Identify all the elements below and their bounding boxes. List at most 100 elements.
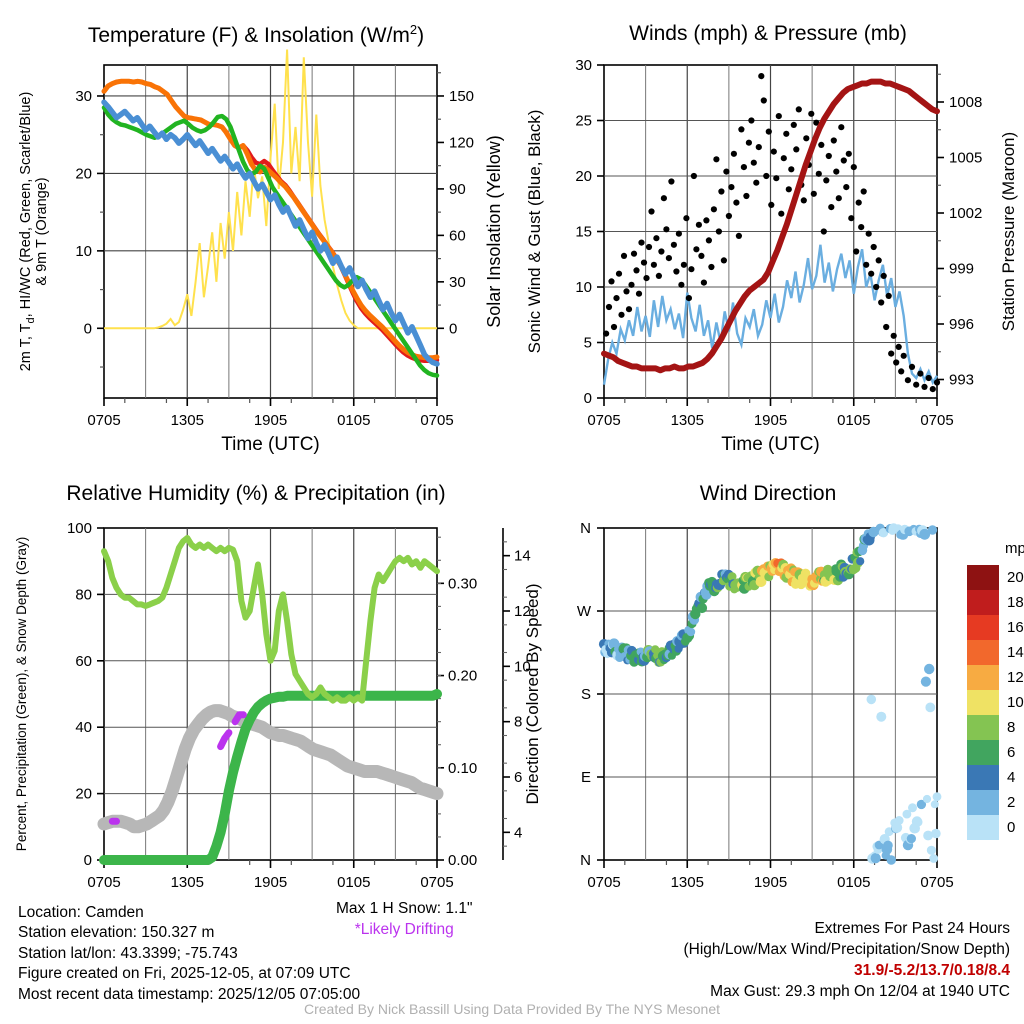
extremes-title: Extremes For Past 24 Hours xyxy=(814,920,1010,937)
y-tick-label-right: 60 xyxy=(449,227,466,244)
gust-point xyxy=(868,270,875,277)
winds-chart: 30 25 20 15 10 5 0 1008 1005 1002 999 996 993 0705 130… xyxy=(525,57,1018,455)
gust-point xyxy=(813,119,820,126)
gust-point xyxy=(823,177,830,184)
colorbar-label: 14 xyxy=(1007,644,1024,661)
credit-line: Created By Nick Bassill Using Data Provi… xyxy=(303,1001,721,1017)
y-tick-label-precip: 0.10 xyxy=(448,760,477,777)
gust-point xyxy=(825,152,832,160)
gust-point xyxy=(628,281,635,288)
x-tick-label: 0105 xyxy=(837,412,870,429)
direction-point xyxy=(919,528,931,540)
gust-point xyxy=(830,137,837,144)
winds-panel: Winds (mph) & Pressure (mb) 30 25 20 15 10 5 0… xyxy=(512,0,1024,470)
direction-point xyxy=(894,816,904,825)
x-tick-label: 1305 xyxy=(671,874,704,891)
station-elevation: Station elevation: 150.327 m xyxy=(18,924,215,942)
y-tick-label-left: E xyxy=(581,769,591,786)
humidity-chart: 100 80 60 40 20 0 0.30 0.20 0.10 0.00 14 12 10 8 6 4 070… xyxy=(14,520,531,891)
max-snow-text: Max 1 H Snow: 1.1" xyxy=(336,900,473,917)
y-tick-label-left: 25 xyxy=(575,113,592,130)
most-recent-timestamp: Most recent data timestamp: 2025/12/05 0… xyxy=(18,985,361,1003)
x-tick-label: 0105 xyxy=(337,874,370,891)
gust-point xyxy=(904,377,911,384)
likely-drifting-note: *Likely Drifting xyxy=(354,921,454,938)
gust-point xyxy=(618,311,625,318)
x-tick-label: 0705 xyxy=(920,874,953,891)
gust-point xyxy=(778,210,785,217)
y-axis-label-right: Solar Insolation (Yellow) xyxy=(484,135,504,327)
colorbar-label: 12 xyxy=(1007,669,1024,686)
y-tick-label-left: 20 xyxy=(75,786,92,803)
gust-point xyxy=(670,241,677,248)
direction-point xyxy=(856,557,865,566)
svg-text:Sonic Wind & Gust (Blue, Black: Sonic Wind & Gust (Blue, Black) xyxy=(525,110,544,354)
gust-point xyxy=(688,266,695,273)
gust-point xyxy=(710,206,717,213)
y-tick-label-right: 996 xyxy=(949,316,974,333)
colorbar-band xyxy=(967,815,999,840)
svg-text:Direction (Colored By Speed): Direction (Colored By Speed) xyxy=(523,583,542,804)
gust-point xyxy=(840,157,847,164)
gust-point xyxy=(921,383,928,390)
direction-point xyxy=(696,602,708,614)
x-axis-label: Time (UTC) xyxy=(721,434,820,455)
gust-point xyxy=(820,228,827,235)
gust-point xyxy=(650,261,657,268)
gust-point xyxy=(625,306,633,313)
direction-point xyxy=(923,830,933,841)
gust-point xyxy=(678,281,685,288)
direction-point xyxy=(931,828,941,839)
gust-point xyxy=(885,292,892,299)
y-tick-label-left: W xyxy=(577,603,592,620)
gust-point xyxy=(900,352,907,359)
gust-point xyxy=(848,215,855,222)
gust-point xyxy=(933,379,941,386)
humidity-panel-title: Relative Humidity (%) & Precipitation (i… xyxy=(66,482,446,505)
direction-point xyxy=(866,694,877,705)
station-info-block: Location: Camden Station elevation: 150.… xyxy=(18,903,360,1005)
gust-point xyxy=(873,283,880,291)
gust-point xyxy=(929,386,936,393)
x-tick-label: 0705 xyxy=(420,874,453,891)
gust-point xyxy=(895,343,902,350)
gust-point xyxy=(720,257,727,264)
series-snow-depth xyxy=(97,704,444,834)
gust-point xyxy=(758,73,765,80)
gust-point xyxy=(863,261,870,268)
colorbar-label: 4 xyxy=(1007,769,1015,786)
gust-point xyxy=(665,255,672,262)
gust-point xyxy=(860,188,867,195)
x-tick-label: 1305 xyxy=(671,412,704,429)
y-tick-label-left: 15 xyxy=(575,224,592,241)
title-superscript: 2 xyxy=(409,22,418,37)
direction-point xyxy=(920,676,931,687)
series-station-pressure xyxy=(601,78,940,374)
y-tick-label-snow: 8 xyxy=(514,714,522,731)
gust-point xyxy=(870,243,877,251)
direction-point xyxy=(727,572,737,581)
y-tick-label-snow: 6 xyxy=(514,769,522,786)
gust-point xyxy=(733,199,740,206)
gust-point xyxy=(810,190,817,197)
gust-point xyxy=(913,381,920,388)
x-tick-label: 0705 xyxy=(587,412,620,429)
gust-point xyxy=(725,212,732,220)
y-tick-label-left: N xyxy=(580,520,591,537)
max-gust-text: Max Gust: 29.3 mph On 12/04 at 1940 UTC xyxy=(710,983,1010,1000)
x-tick-label: 1905 xyxy=(254,412,287,429)
gust-point xyxy=(660,195,667,202)
drift-segment xyxy=(231,711,247,726)
gust-point xyxy=(770,148,777,155)
series-hi-wc-blue- xyxy=(101,99,440,367)
x-tick-label: 1905 xyxy=(754,412,787,429)
drift-segment xyxy=(217,729,233,751)
direction-point xyxy=(922,794,932,804)
gust-point xyxy=(750,159,757,166)
gust-point xyxy=(775,113,782,120)
temperature-panel-title: Temperature (F) & Insolation (W/m2) xyxy=(0,22,512,48)
gust-point xyxy=(773,175,780,182)
gust-point xyxy=(668,178,675,185)
svg-text:Percent, Precipitation (Green): Percent, Precipitation (Green), & Snow D… xyxy=(14,537,29,851)
gust-point xyxy=(853,248,860,255)
